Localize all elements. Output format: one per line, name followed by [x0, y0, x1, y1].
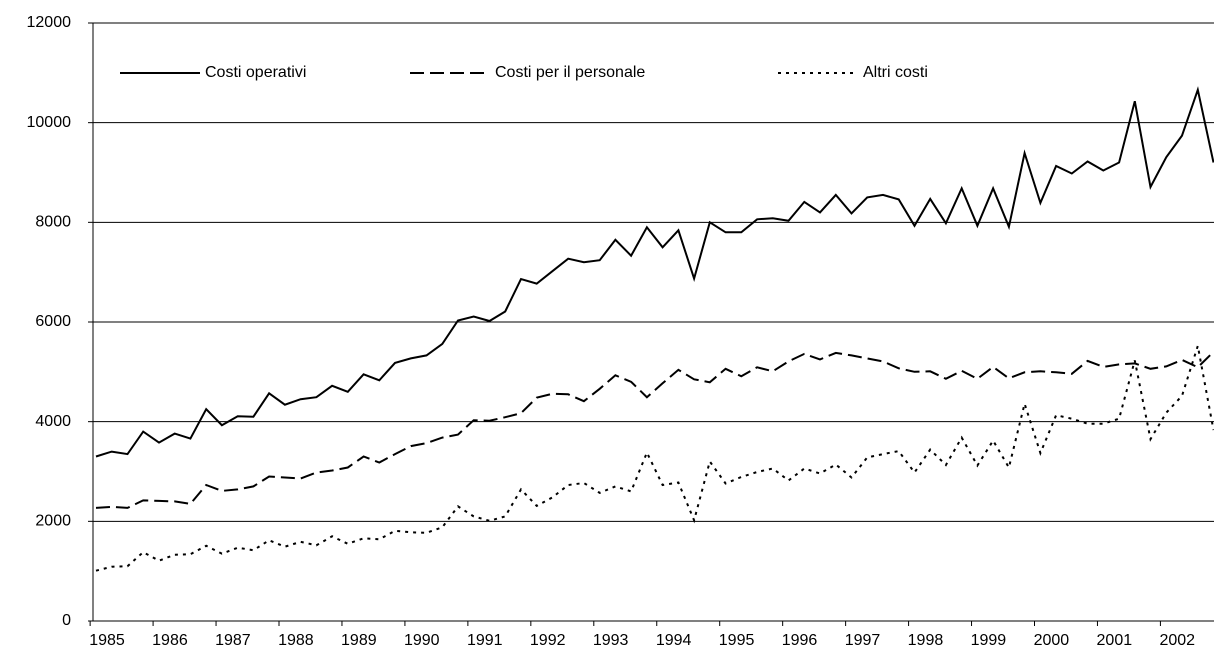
x-tick-label: 2001 — [1097, 632, 1133, 649]
y-tick-label: 6000 — [35, 313, 71, 330]
series-line — [95, 345, 1214, 572]
series-line — [95, 86, 1214, 458]
legend-label: Altri costi — [863, 64, 928, 81]
x-tick-label: 1995 — [719, 632, 755, 649]
x-tick-label: 2002 — [1159, 632, 1195, 649]
y-tick-label: 4000 — [35, 413, 71, 430]
x-tick-label: 1991 — [467, 632, 503, 649]
x-tick-label: 1989 — [341, 632, 377, 649]
x-tick-label: 1992 — [530, 632, 566, 649]
y-tick-label: 10000 — [27, 114, 72, 131]
x-tick-label: 1998 — [908, 632, 944, 649]
x-tick-label: 1997 — [845, 632, 881, 649]
x-tick-label: 1985 — [89, 632, 125, 649]
y-tick-label: 8000 — [35, 214, 71, 231]
x-tick-label: 1994 — [656, 632, 692, 649]
x-tick-label: 1990 — [404, 632, 440, 649]
series-line — [95, 351, 1214, 509]
x-tick-label: 1999 — [971, 632, 1007, 649]
y-tick-label: 12000 — [27, 14, 72, 31]
y-tick-label: 0 — [62, 612, 71, 629]
x-tick-label: 1993 — [593, 632, 629, 649]
legend-label: Costi per il personale — [495, 64, 645, 81]
x-tick-label: 1988 — [278, 632, 314, 649]
x-tick-label: 1987 — [215, 632, 251, 649]
x-tick-label: 1996 — [782, 632, 818, 649]
x-tick-label: 2000 — [1034, 632, 1070, 649]
legend-label: Costi operativi — [205, 64, 306, 81]
y-tick-label: 2000 — [35, 513, 71, 530]
x-tick-label: 1986 — [152, 632, 188, 649]
